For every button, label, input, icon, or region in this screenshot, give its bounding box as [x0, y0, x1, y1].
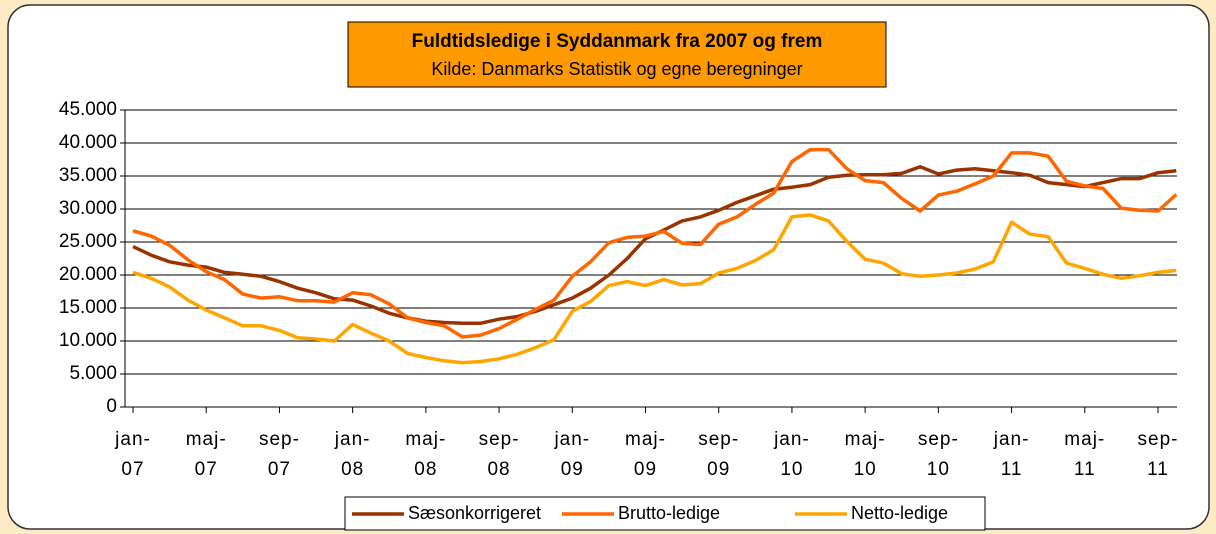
x-tick-label: sep-08 — [478, 429, 520, 480]
x-tick-label: sep-11 — [1137, 429, 1179, 480]
y-tick-label: 35.000 — [59, 165, 117, 186]
y-tick-label: 5.000 — [69, 363, 117, 384]
y-tick-label: 45.000 — [59, 99, 117, 120]
series-line — [132, 147, 1178, 339]
title-box — [347, 21, 887, 88]
y-tick-label: 25.000 — [59, 231, 117, 252]
y-tick-label: 30.000 — [59, 198, 117, 219]
legend-label: Brutto-ledige — [618, 503, 720, 523]
x-tick-label: maj-11 — [1064, 429, 1106, 480]
chart-subtitle: Kilde: Danmarks Statistik og egne beregn… — [431, 59, 802, 79]
y-tick-label: 0 — [106, 396, 117, 417]
x-tick-label: jan-08 — [334, 429, 371, 480]
legend-box — [344, 496, 986, 531]
x-tick-label: jan-09 — [554, 429, 591, 480]
chart-title: Fuldtidsledige i Syddanmark fra 2007 og … — [412, 31, 823, 52]
x-tick-label: jan-10 — [774, 429, 810, 480]
legend-label: Sæsonkorrigeret — [408, 503, 541, 523]
y-tick-label: 10.000 — [59, 330, 117, 351]
y-tick-label: 40.000 — [59, 132, 117, 153]
x-tick-label: sep-09 — [698, 429, 740, 480]
series-line — [132, 213, 1177, 365]
x-tick-label: maj-08 — [405, 429, 447, 480]
x-tick-label: maj-09 — [625, 429, 666, 480]
x-tick-label: jan-07 — [115, 429, 151, 480]
x-tick-label: maj-10 — [844, 429, 886, 480]
y-tick-label: 20.000 — [59, 264, 117, 285]
x-tick-label: sep-07 — [258, 429, 300, 480]
plot-area — [125, 110, 1177, 407]
x-tick-label: sep-10 — [917, 429, 959, 480]
x-tick-label: jan-11 — [993, 429, 1030, 480]
y-tick-label: 15.000 — [59, 297, 117, 318]
legend-label: Netto-ledige — [851, 503, 948, 523]
x-tick-label: maj-07 — [185, 429, 227, 480]
